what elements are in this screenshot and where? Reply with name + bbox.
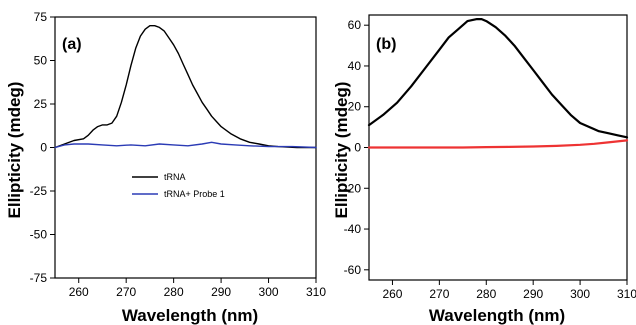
a-y-tick-label: 25 (34, 97, 48, 111)
b-x-tick-label: 300 (570, 287, 590, 301)
panel-a-label: (a) (62, 36, 82, 53)
legend-label-trna-probe: tRNA+ Probe 1 (164, 189, 225, 199)
b-y-tick-label: -40 (344, 222, 362, 236)
a-x-tick-label: 280 (164, 285, 184, 299)
b-x-tick-label: 290 (523, 287, 543, 301)
a-series-line-1 (54, 141, 317, 149)
a-x-tick-label: 270 (116, 285, 136, 299)
a-series-line-0 (54, 25, 317, 149)
panel-b-label: (b) (376, 36, 396, 53)
panel-a-x-axis-title: Wavelength (nm) (122, 306, 258, 325)
b-x-tick-label: 310 (617, 287, 636, 301)
b-series-line-1 (367, 139, 629, 149)
a-x-tick-label: 260 (69, 285, 89, 299)
b-y-tick-label: 40 (348, 59, 362, 73)
b-y-tick-label: 0 (354, 141, 361, 155)
b-y-tick-label: -60 (344, 263, 362, 277)
b-y-tick-label: -20 (344, 181, 362, 195)
a-x-tick-label: 290 (211, 285, 231, 299)
a-y-tick-label: 0 (40, 141, 47, 155)
panel-b-y-axis-title: Ellipticity (mdeg) (332, 82, 351, 219)
b-y-tick-label: 60 (348, 18, 362, 32)
panel-a-legend: tRNA tRNA+ Probe 1 (132, 172, 225, 199)
a-y-tick-label: -75 (30, 271, 48, 285)
a-y-tick-label: 50 (34, 54, 48, 68)
legend-label-trna: tRNA (164, 172, 186, 182)
a-y-tick-label: -25 (30, 184, 48, 198)
panel-b-x-axis-title: Wavelength (nm) (429, 306, 565, 325)
panel-a-y-axis-title: Ellipticity (mdeg) (5, 82, 24, 219)
a-y-tick-label: 75 (34, 10, 48, 24)
b-x-tick-label: 280 (476, 287, 496, 301)
b-y-tick-label: 20 (348, 100, 362, 114)
a-y-tick-label: -50 (30, 228, 48, 242)
a-x-tick-label: 310 (306, 285, 326, 299)
b-x-tick-label: 270 (429, 287, 449, 301)
b-x-tick-label: 260 (382, 287, 402, 301)
b-series-line-0 (367, 18, 629, 139)
panel-a-plot-frame (54, 16, 317, 279)
a-x-tick-label: 300 (259, 285, 279, 299)
